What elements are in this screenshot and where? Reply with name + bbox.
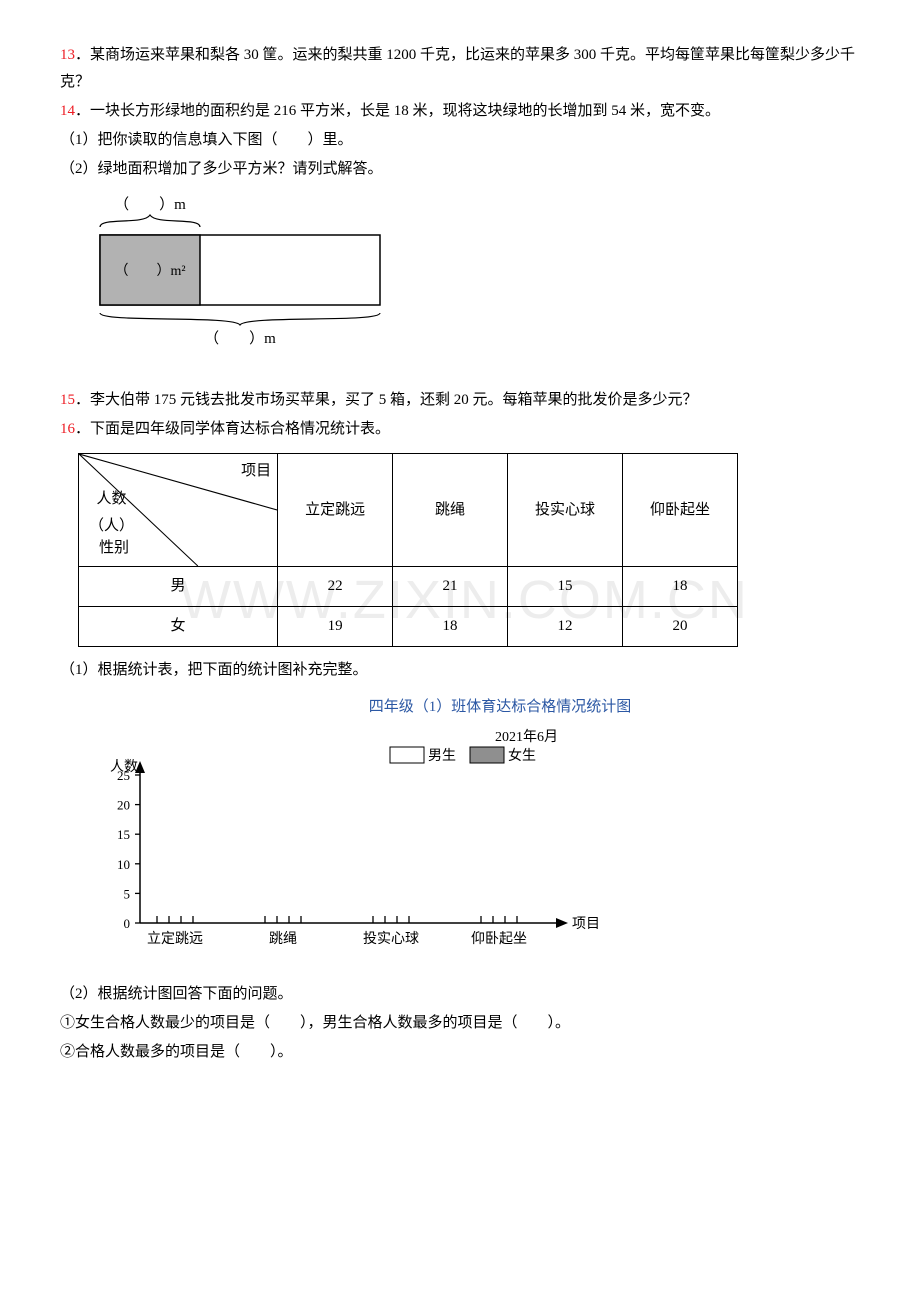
table-row: 女 19 18 12 20 bbox=[79, 607, 738, 647]
q16-chart: 2021年6月男生女生人数0510152025项目立定跳远跳绳投实心球仰卧起坐 bbox=[80, 723, 860, 973]
svg-text:2021年6月: 2021年6月 bbox=[495, 729, 558, 745]
q13-text: ．某商场运来苹果和梨各 30 筐。运来的梨共重 1200 千克，比运来的苹果多 … bbox=[60, 47, 855, 90]
table-row: 男 22 21 15 18 bbox=[79, 567, 738, 607]
row0-v3: 18 bbox=[623, 567, 738, 607]
question-14: 14．一块长方形绿地的面积约是 216 平方米，长是 18 米，现将这块绿地的长… bbox=[60, 98, 860, 125]
qnum-15: 15 bbox=[60, 392, 75, 408]
q16-text: ．下面是四年级同学体育达标合格情况统计表。 bbox=[75, 421, 390, 437]
svg-text:跳绳: 跳绳 bbox=[269, 931, 297, 947]
question-15: 15．李大伯带 175 元钱去批发市场买苹果，买了 5 箱，还剩 20 元。每箱… bbox=[60, 387, 860, 414]
svg-text:仰卧起坐: 仰卧起坐 bbox=[471, 931, 527, 947]
svg-text:（ ）m²: （ ）m² bbox=[114, 263, 185, 279]
diag-label-topright: 项目 bbox=[241, 458, 271, 485]
row0-label: 男 bbox=[79, 567, 278, 607]
row1-v1: 18 bbox=[393, 607, 508, 647]
row0-v0: 22 bbox=[278, 567, 393, 607]
chart-svg: 2021年6月男生女生人数0510152025项目立定跳远跳绳投实心球仰卧起坐 bbox=[80, 723, 620, 963]
diag-label-mid: 人数（人） bbox=[89, 486, 134, 540]
q16-sub2: （2）根据统计图回答下面的问题。 bbox=[60, 981, 860, 1008]
svg-text:20: 20 bbox=[117, 798, 130, 813]
svg-text:0: 0 bbox=[124, 916, 131, 931]
col-1: 跳绳 bbox=[393, 454, 508, 567]
q14-sub2: （2）绿地面积增加了多少平方米？请列式解答。 bbox=[60, 156, 860, 183]
qnum-14: 14 bbox=[60, 103, 75, 119]
svg-text:项目: 项目 bbox=[572, 917, 600, 932]
row1-label: 女 bbox=[79, 607, 278, 647]
question-13: 13．某商场运来苹果和梨各 30 筐。运来的梨共重 1200 千克，比运来的苹果… bbox=[60, 42, 860, 96]
q16-table: 项目 人数（人） 性别 立定跳远 跳绳 投实心球 仰卧起坐 男 22 21 15… bbox=[78, 453, 738, 647]
svg-text:立定跳远: 立定跳远 bbox=[147, 931, 203, 947]
svg-text:5: 5 bbox=[124, 886, 131, 901]
qnum-13: 13 bbox=[60, 47, 75, 63]
svg-text:10: 10 bbox=[117, 857, 130, 872]
row0-v1: 21 bbox=[393, 567, 508, 607]
row1-v2: 12 bbox=[508, 607, 623, 647]
svg-text:女生: 女生 bbox=[508, 747, 536, 764]
col-2: 投实心球 bbox=[508, 454, 623, 567]
question-16: 16．下面是四年级同学体育达标合格情况统计表。 bbox=[60, 416, 860, 443]
row1-v0: 19 bbox=[278, 607, 393, 647]
svg-text:25: 25 bbox=[117, 768, 130, 783]
q16-sub1: （1）根据统计表，把下面的统计图补充完整。 bbox=[60, 657, 860, 684]
chart-title: 四年级（1）班体育达标合格情况统计图 bbox=[140, 694, 860, 721]
table-diag-header: 项目 人数（人） 性别 bbox=[79, 454, 278, 567]
q16-sub2a: ①女生合格人数最少的项目是（ ），男生合格人数最多的项目是（ ）。 bbox=[60, 1010, 860, 1037]
svg-text:男生: 男生 bbox=[428, 748, 456, 764]
svg-text:15: 15 bbox=[117, 827, 130, 842]
q14-sub1: （1）把你读取的信息填入下图（ ）里。 bbox=[60, 127, 860, 154]
q14-diagram: （ ）m （ ）m （ ）m² bbox=[90, 195, 390, 375]
row0-v2: 15 bbox=[508, 567, 623, 607]
svg-text:（ ）m: （ ）m bbox=[114, 196, 186, 213]
row1-v3: 20 bbox=[623, 607, 738, 647]
q14-text: ．一块长方形绿地的面积约是 216 平方米，长是 18 米，现将这块绿地的长增加… bbox=[75, 103, 720, 119]
qnum-16: 16 bbox=[60, 421, 75, 437]
table-header-row: 项目 人数（人） 性别 立定跳远 跳绳 投实心球 仰卧起坐 bbox=[79, 454, 738, 567]
svg-text:投实心球: 投实心球 bbox=[363, 931, 419, 947]
col-0: 立定跳远 bbox=[278, 454, 393, 567]
diag-label-bottomleft: 性别 bbox=[99, 535, 129, 562]
svg-text:（ ）m: （ ）m bbox=[204, 330, 276, 347]
q15-text: ．李大伯带 175 元钱去批发市场买苹果，买了 5 箱，还剩 20 元。每箱苹果… bbox=[75, 392, 698, 408]
q16-sub2b: ②合格人数最多的项目是（ ）。 bbox=[60, 1039, 860, 1066]
q14-diagram-svg: （ ）m （ ）m （ ）m² bbox=[90, 195, 390, 365]
col-3: 仰卧起坐 bbox=[623, 454, 738, 567]
